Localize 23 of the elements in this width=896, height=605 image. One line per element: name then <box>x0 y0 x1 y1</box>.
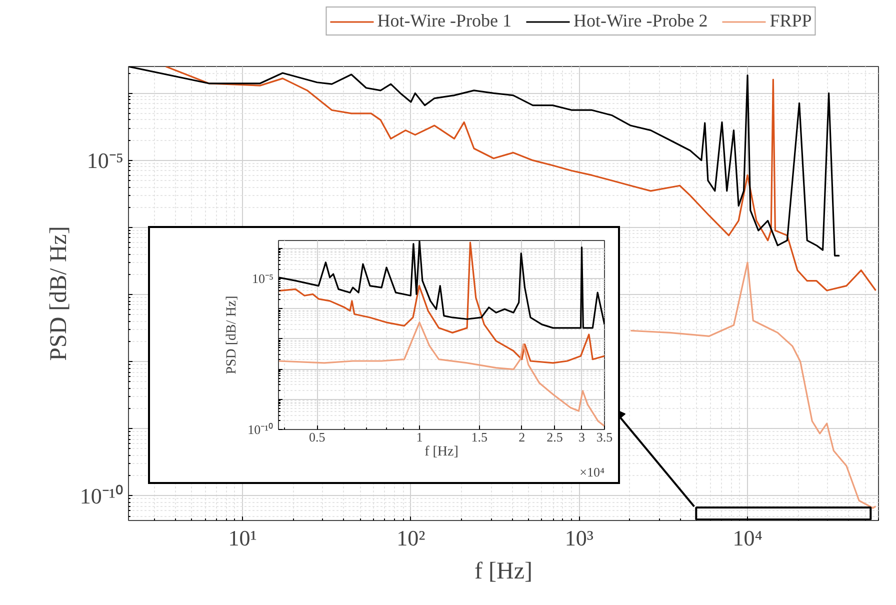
y-axis-title: PSD [dB/ Hz] <box>46 226 72 361</box>
x-tick-label: 10⁴ <box>732 526 763 550</box>
x-tick-label: 2.5 <box>546 430 563 444</box>
x-tick-label: 2 <box>518 430 526 444</box>
y-tick-label: 10⁻¹⁰ <box>248 422 274 437</box>
y-tick-label: 10⁻¹⁰ <box>80 483 124 508</box>
x-axis-title: f [Hz] <box>474 558 532 584</box>
x-tick-label: 0.5 <box>308 430 326 444</box>
annotation: ×10⁴ <box>580 464 605 480</box>
x-axis-title: f [Hz] <box>424 444 458 460</box>
x-tick-label: 1.5 <box>471 430 488 444</box>
legend-label: Hot-Wire -Probe 1 <box>377 10 512 32</box>
x-tick-label: 10² <box>396 526 426 550</box>
x-tick-label: 10¹ <box>228 526 257 550</box>
x-tick-label: 10³ <box>564 526 594 550</box>
x-tick-label: 1 <box>416 430 423 444</box>
y-axis-title: PSD [dB/ Hz] <box>224 296 240 374</box>
y-tick-label: 10⁻⁵ <box>86 148 124 173</box>
y-tick-label: 10⁻⁵ <box>252 270 274 286</box>
legend-label: FRPP <box>770 10 812 32</box>
x-tick-label: 3.5 <box>596 430 613 444</box>
x-tick-label: 3 <box>578 430 585 444</box>
legend-label: Hot-Wire -Probe 2 <box>573 10 708 32</box>
